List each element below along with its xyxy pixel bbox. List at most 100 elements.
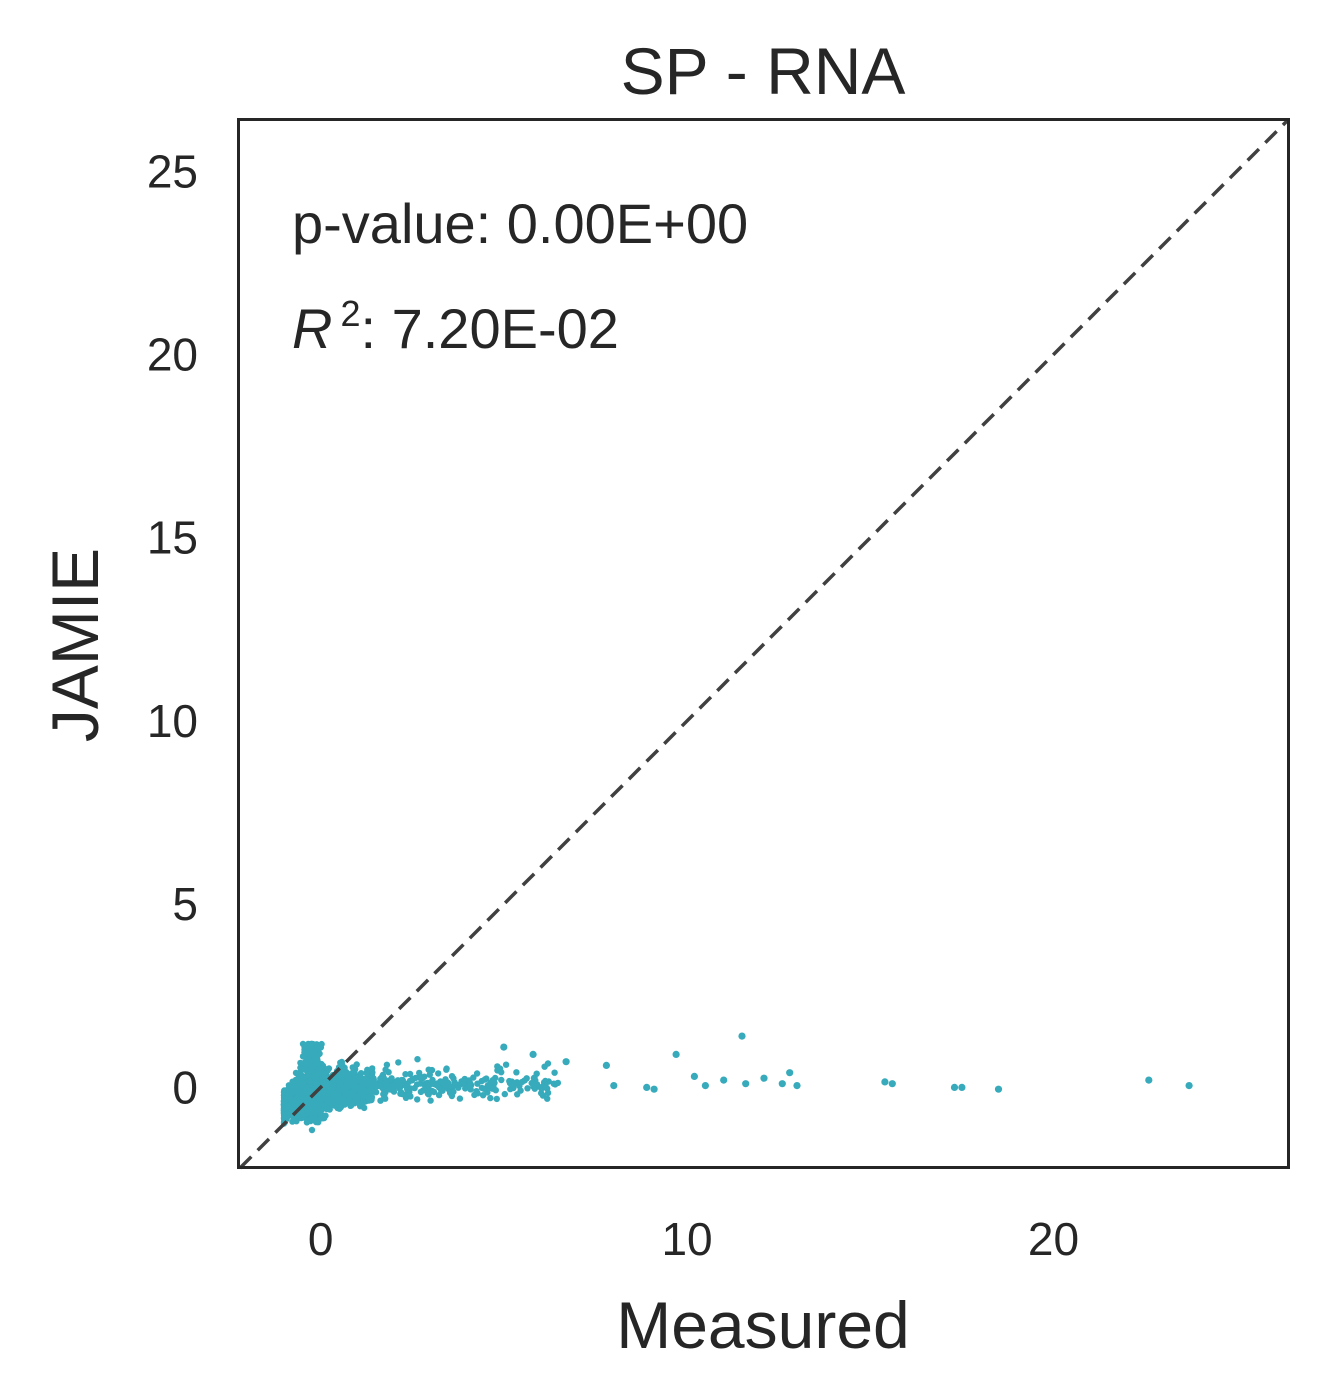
data-point — [489, 1085, 496, 1092]
data-point — [341, 1098, 348, 1105]
data-point — [336, 1079, 343, 1086]
data-point — [353, 1061, 360, 1068]
data-point — [350, 1087, 358, 1094]
data-point — [435, 1070, 442, 1077]
data-point — [474, 1080, 481, 1087]
data-point — [1185, 1082, 1193, 1090]
data-point — [297, 1085, 305, 1092]
data-point — [742, 1080, 750, 1088]
data-point — [650, 1085, 658, 1093]
data-point — [512, 1080, 519, 1087]
data-point — [303, 1056, 310, 1064]
data-point — [513, 1069, 520, 1076]
data-point — [350, 1069, 357, 1076]
data-point — [312, 1103, 319, 1110]
data-point — [402, 1071, 409, 1078]
x-tick-label: 20 — [1028, 1213, 1079, 1265]
data-point — [602, 1061, 611, 1069]
data-point — [701, 1082, 710, 1090]
tick-labels-layer: 0 10 20 0 5 10 15 20 25 — [147, 145, 1079, 1265]
data-point — [760, 1074, 768, 1082]
data-point — [881, 1078, 889, 1086]
data-point — [524, 1085, 531, 1092]
data-point — [481, 1085, 488, 1093]
data-point — [316, 1043, 323, 1050]
data-point — [310, 1046, 317, 1053]
data-point — [310, 1073, 317, 1081]
data-point — [414, 1096, 421, 1103]
x-tick-label: 10 — [661, 1213, 712, 1265]
y-tick-label: 0 — [172, 1061, 198, 1113]
data-point — [301, 1066, 309, 1073]
reference-line-layer — [238, 118, 1290, 1170]
data-point — [414, 1056, 421, 1063]
data-point — [406, 1070, 414, 1078]
data-point — [324, 1098, 332, 1105]
data-point — [479, 1092, 487, 1099]
data-point — [369, 1069, 376, 1076]
data-point — [307, 1108, 314, 1115]
data-point — [532, 1081, 539, 1089]
data-point — [416, 1069, 423, 1077]
data-point — [551, 1069, 558, 1076]
data-point — [317, 1115, 325, 1122]
data-point — [373, 1081, 380, 1088]
data-point — [720, 1076, 728, 1084]
data-point — [448, 1092, 456, 1100]
points-layer — [280, 1032, 1193, 1134]
data-point — [297, 1059, 304, 1067]
data-point — [325, 1065, 333, 1072]
data-point — [425, 1084, 432, 1092]
data-point — [366, 1080, 373, 1087]
data-point — [550, 1080, 557, 1087]
data-point — [443, 1066, 450, 1073]
data-point — [364, 1066, 371, 1074]
data-point — [473, 1070, 481, 1077]
data-point — [530, 1075, 538, 1082]
data-point — [471, 1091, 478, 1099]
data-point — [325, 1080, 332, 1087]
data-point — [335, 1087, 343, 1094]
data-point — [498, 1076, 505, 1084]
data-point — [778, 1080, 786, 1088]
data-point — [383, 1079, 390, 1086]
x-tick-label: 0 — [308, 1213, 334, 1265]
data-point — [958, 1083, 966, 1091]
data-point — [317, 1110, 324, 1117]
data-point — [326, 1104, 333, 1112]
data-point — [299, 1109, 306, 1116]
data-point — [610, 1082, 618, 1090]
data-point — [888, 1080, 896, 1088]
data-point — [514, 1091, 521, 1098]
y-tick-label: 25 — [147, 145, 198, 197]
data-point — [456, 1095, 464, 1102]
data-point — [308, 1040, 315, 1048]
data-point — [542, 1077, 549, 1085]
data-point — [372, 1089, 380, 1096]
data-point — [502, 1061, 510, 1068]
data-point — [320, 1089, 327, 1096]
data-point — [672, 1050, 680, 1058]
data-point — [399, 1090, 406, 1098]
data-point — [492, 1074, 499, 1082]
data-point — [950, 1083, 959, 1091]
data-point — [378, 1083, 385, 1091]
r2-annotation: R 2: 7.20E-02 — [292, 293, 619, 360]
data-point — [342, 1084, 349, 1091]
data-point — [399, 1076, 406, 1084]
data-point — [310, 1057, 317, 1064]
data-point — [412, 1074, 419, 1082]
r2-symbol: R — [292, 297, 332, 360]
data-point — [786, 1069, 794, 1077]
data-point — [382, 1066, 389, 1073]
data-point — [501, 1090, 508, 1098]
y-tick-label: 10 — [147, 695, 198, 747]
data-point — [290, 1114, 297, 1122]
data-point — [793, 1082, 801, 1090]
data-point — [315, 1066, 322, 1074]
chart-title: SP - RNA — [621, 34, 906, 108]
data-point — [493, 1095, 500, 1103]
data-point — [690, 1072, 699, 1080]
data-point — [529, 1050, 537, 1058]
data-point — [427, 1097, 434, 1104]
